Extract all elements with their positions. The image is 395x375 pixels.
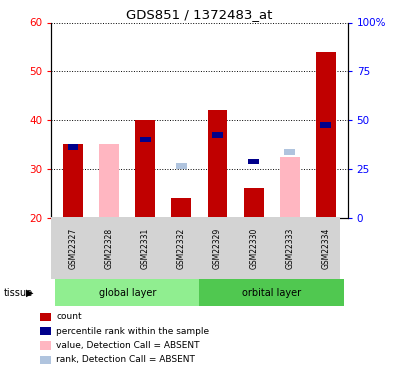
Bar <box>176 164 187 169</box>
Bar <box>55 279 199 306</box>
Bar <box>280 157 300 218</box>
Text: percentile rank within the sample: percentile rank within the sample <box>56 327 210 336</box>
Bar <box>244 188 263 218</box>
Bar <box>208 110 228 218</box>
Bar <box>171 198 191 217</box>
Bar <box>135 120 155 218</box>
Text: GSM22330: GSM22330 <box>249 228 258 269</box>
Bar <box>171 198 191 217</box>
Text: tissue: tissue <box>4 288 33 297</box>
Title: GDS851 / 1372483_at: GDS851 / 1372483_at <box>126 8 273 21</box>
Text: GSM22333: GSM22333 <box>285 228 294 269</box>
Text: orbital layer: orbital layer <box>242 288 301 297</box>
Text: GSM22327: GSM22327 <box>68 228 77 269</box>
Bar <box>199 279 344 306</box>
Bar <box>284 149 295 154</box>
Text: global layer: global layer <box>98 288 156 297</box>
Bar <box>248 159 259 164</box>
Bar <box>68 144 79 150</box>
Text: count: count <box>56 312 82 321</box>
Bar <box>63 144 83 218</box>
Text: GSM22331: GSM22331 <box>141 228 150 269</box>
Text: ▶: ▶ <box>26 288 33 297</box>
Bar <box>99 144 119 218</box>
Text: GSM22334: GSM22334 <box>322 228 331 269</box>
Bar <box>316 52 336 217</box>
Bar <box>320 122 331 128</box>
Text: GSM22328: GSM22328 <box>105 228 114 269</box>
Text: GSM22332: GSM22332 <box>177 228 186 269</box>
Text: rank, Detection Call = ABSENT: rank, Detection Call = ABSENT <box>56 355 196 364</box>
Text: GSM22329: GSM22329 <box>213 228 222 269</box>
Bar <box>212 132 223 138</box>
Bar <box>140 136 151 142</box>
Text: value, Detection Call = ABSENT: value, Detection Call = ABSENT <box>56 341 200 350</box>
